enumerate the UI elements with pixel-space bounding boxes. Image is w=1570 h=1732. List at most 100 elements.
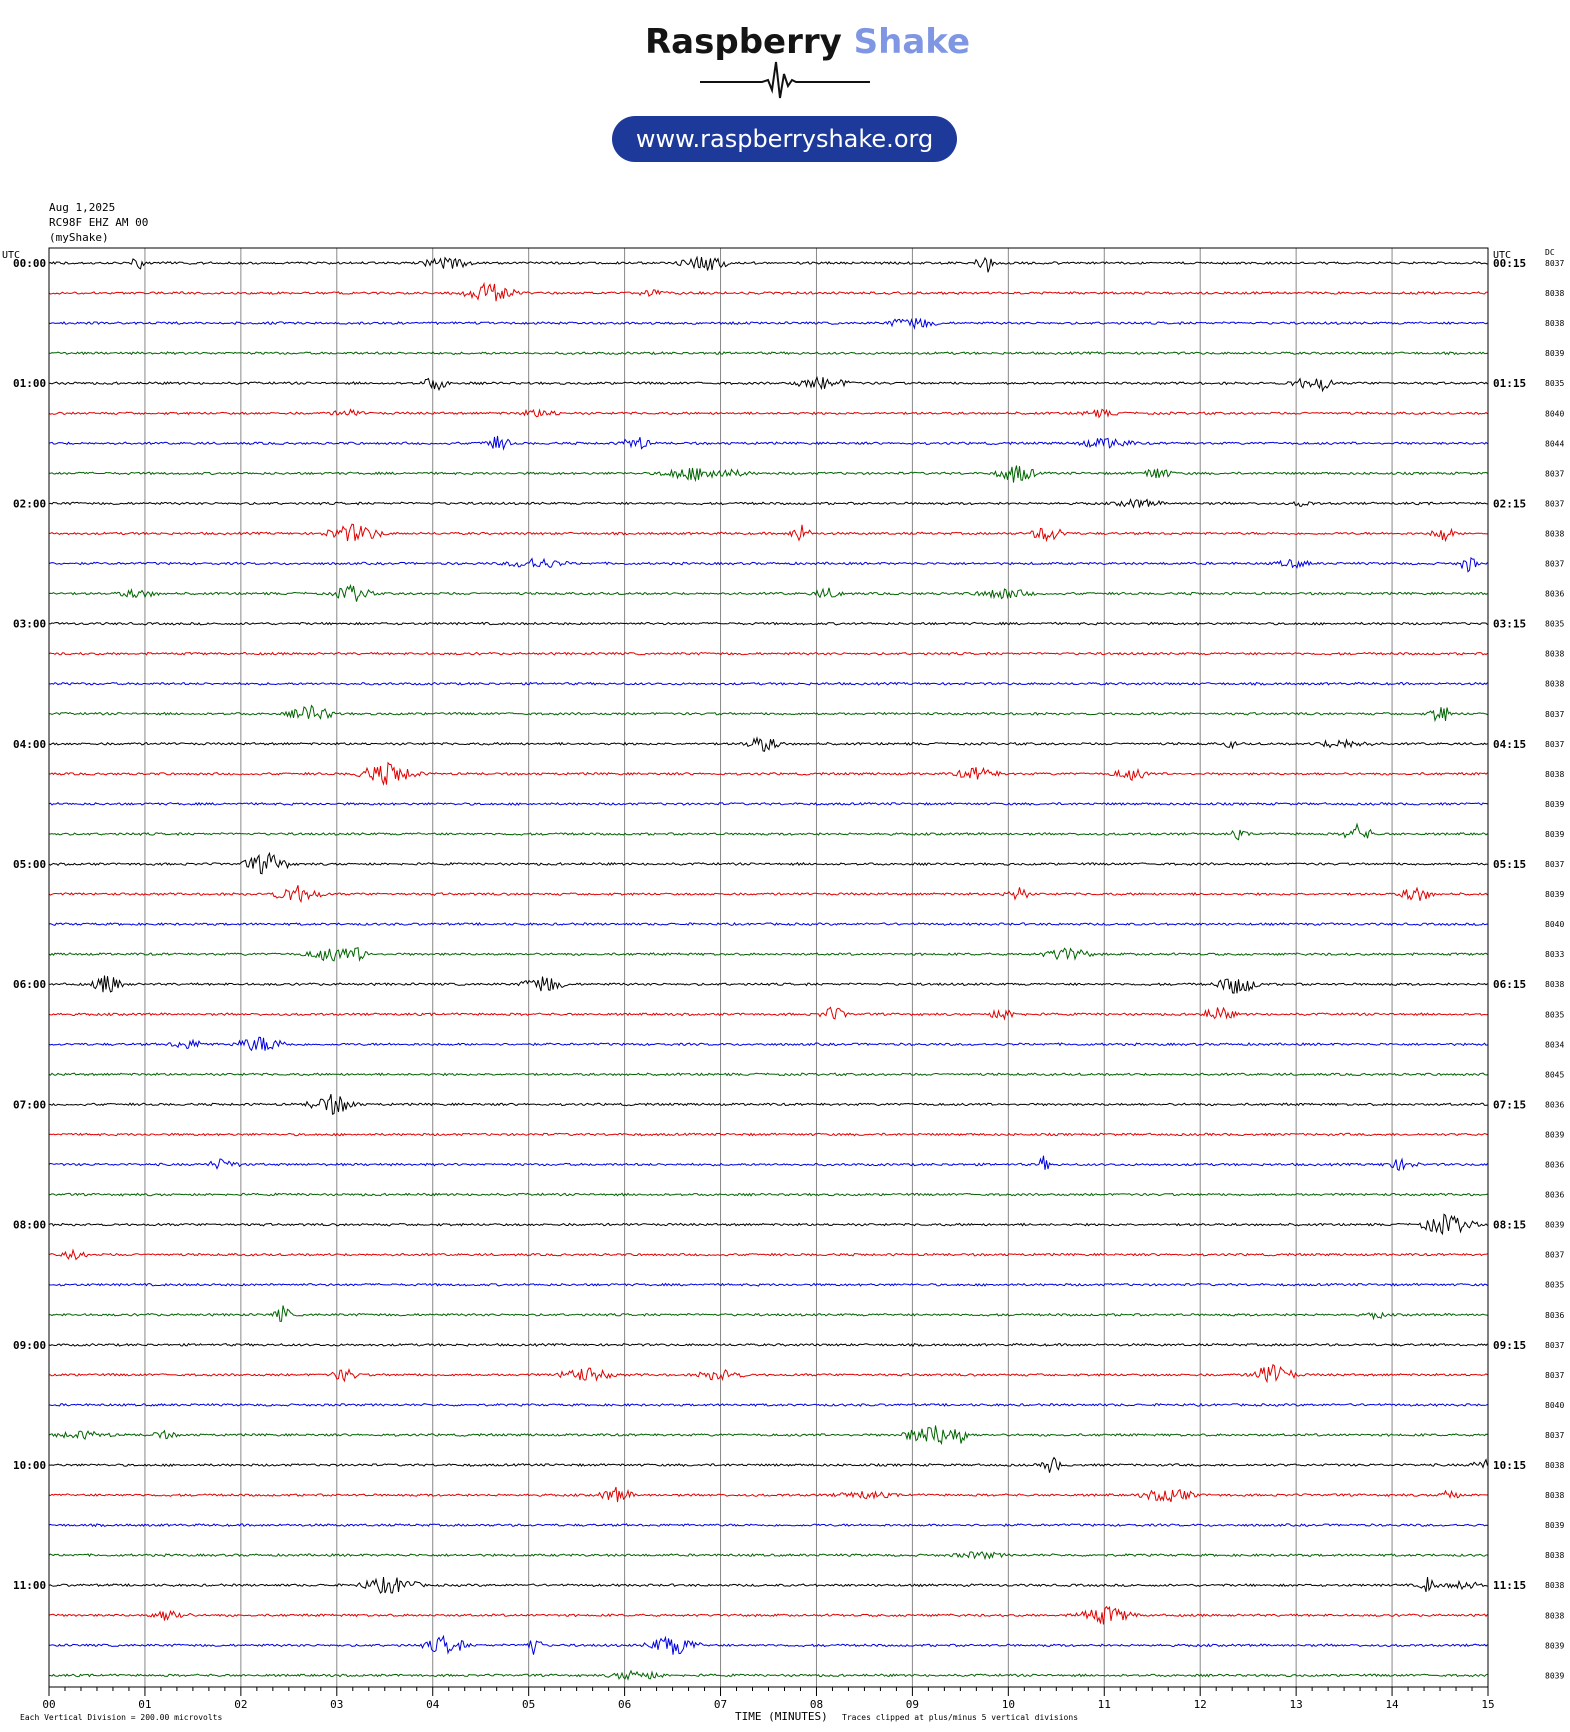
seismic-trace [48,317,1488,330]
station-label: RC98F EHZ AM 00 [49,216,149,229]
dc-offset-label: 8037 [1545,1341,1564,1350]
dc-offset-label: 8044 [1545,439,1564,448]
seismic-trace [48,1425,1488,1446]
seismic-trace [48,556,1488,573]
seismic-trace [48,851,1488,875]
seismic-trace [48,1006,1488,1021]
right-utc-title: UTC [1493,250,1511,261]
seismic-trace [48,281,1488,302]
seismic-trace [48,1036,1488,1052]
dc-offset-label: 8035 [1545,379,1564,388]
dc-offset-label: 8037 [1545,499,1564,508]
website-link[interactable]: www.raspberryshake.org [612,116,957,162]
dc-offset-label: 8038 [1545,680,1564,689]
footer-right-label: Traces clipped at plus/minus 5 vertical … [842,1713,1078,1722]
seismic-trace [48,922,1488,927]
x-tick-label: 09 [906,1698,919,1711]
dc-offset-label: 8039 [1545,349,1564,358]
date-label: Aug 1,2025 [49,201,116,214]
dc-offset-label: 8038 [1545,289,1564,298]
x-tick-label: 04 [426,1698,440,1711]
dc-offset-label: 8037 [1545,710,1564,719]
right-hour-label: 10:15 [1493,1459,1526,1472]
footer-left-label: Each Vertical Division = 200.00 microvol… [20,1713,222,1722]
seismic-trace [48,1305,1488,1322]
right-hour-label: 09:15 [1493,1339,1526,1352]
seismic-trace [48,1282,1488,1287]
network-label: (myShake) [49,231,109,244]
seismic-trace [48,885,1488,904]
seismic-trace [48,1551,1488,1561]
dc-offset-label: 8038 [1545,1551,1564,1560]
dc-offset-label: 8038 [1545,980,1564,989]
seismic-trace [48,1523,1488,1528]
seismic-trace [48,1669,1488,1681]
seismic-trace [48,946,1488,963]
seismic-trace [48,1213,1488,1236]
left-hour-label: 07:00 [13,1098,46,1111]
dc-offset-label: 8038 [1545,1581,1564,1590]
dc-offset-label: 8035 [1545,1010,1564,1019]
left-hour-label: 03:00 [13,618,46,631]
left-hour-label: 08:00 [13,1219,46,1232]
dc-offset-label: 8036 [1545,590,1564,599]
right-hour-label: 08:15 [1493,1219,1526,1232]
left-hour-label: 05:00 [13,858,46,871]
grid-lines [48,248,1489,1696]
left-hour-label: 04:00 [13,738,46,751]
right-hour-label: 02:15 [1493,497,1526,510]
x-tick-label: 01 [138,1698,151,1711]
seismic-trace [48,621,1488,626]
seismic-trace [48,761,1488,786]
right-hour-label: 05:15 [1493,858,1526,871]
right-hour-label: 03:15 [1493,618,1526,631]
seismic-trace [48,1248,1488,1261]
dc-offset-label: 8040 [1545,1401,1564,1410]
right-hour-label: 04:15 [1493,738,1526,751]
plot-frame [48,247,1489,1688]
dc-offset-label: 8045 [1545,1070,1564,1079]
left-hour-label: 00:00 [13,257,46,270]
seismic-trace [48,523,1488,543]
dc-offset-label: 8038 [1545,770,1564,779]
x-tick-label: 11 [1098,1698,1111,1711]
seismic-trace [48,801,1488,806]
left-hour-label: 09:00 [13,1339,46,1352]
dc-offset-label: 8038 [1545,650,1564,659]
axis-labels: 00 01 02 03 04 05 06 07 08 09 10 11 12 13 14 15 UTC UTC DC… [2,248,1564,1711]
seismic-trace [48,1342,1488,1347]
dc-offset-label: 8038 [1545,1461,1564,1470]
dc-offset-label: 8039 [1545,800,1564,809]
seismic-trace [48,1605,1488,1625]
dc-offset-label: 8038 [1545,529,1564,538]
seismic-trace [49,1192,1488,1197]
seismic-trace [48,1456,1488,1473]
right-hour-label: 01:15 [1493,377,1526,390]
seismic-trace [48,465,1488,483]
left-hour-label: 01:00 [13,377,46,390]
left-hour-label: 02:00 [13,497,46,510]
x-tick-label: 14 [1385,1698,1399,1711]
right-hour-label: 11:15 [1493,1579,1526,1592]
dc-offset-label: 8035 [1545,620,1564,629]
x-tick-label: 00 [42,1698,55,1711]
left-utc-title: UTC [2,250,20,261]
seismic-trace [48,1486,1488,1503]
seismic-trace [49,1634,1488,1655]
seismic-trace [49,822,1488,841]
seismic-trace [48,1155,1488,1172]
dc-offset-label: 8039 [1545,1641,1564,1650]
seismic-trace [49,1363,1488,1384]
dc-offset-label: 8040 [1545,409,1564,418]
seismic-trace [48,376,1488,393]
dc-offset-label: 8039 [1545,1671,1564,1680]
right-hour-label: 06:15 [1493,978,1526,991]
logo-name-part2: Shake [853,22,971,62]
seismic-trace [48,435,1488,451]
x-tick-label: 03 [330,1698,343,1711]
dc-offset-label: 8037 [1545,860,1564,869]
dc-offset-label: 8037 [1545,1251,1564,1260]
seismic-trace [48,975,1488,994]
seismic-trace [49,497,1488,509]
